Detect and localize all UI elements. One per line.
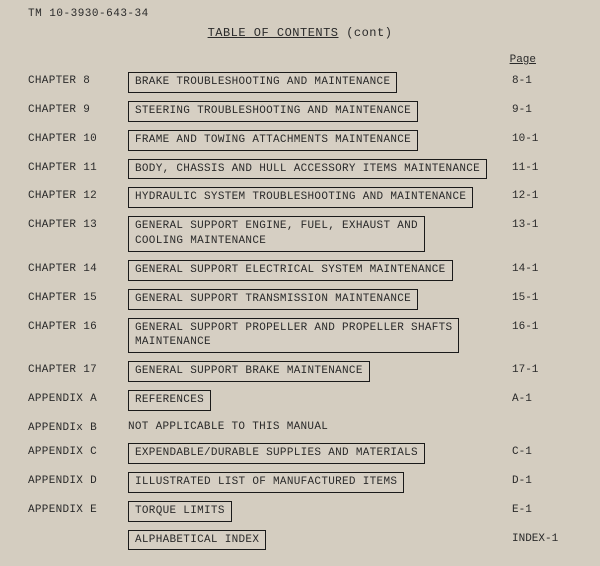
- page-number: A-1: [512, 390, 572, 405]
- boxed-description: GENERAL SUPPORT ELECTRICAL SYSTEM MAINTE…: [128, 260, 453, 281]
- toc-row: ALPHABETICAL INDEX INDEX-1: [28, 530, 572, 551]
- chapter-label: APPENDIx B: [28, 419, 128, 434]
- page-number: 15-1: [512, 289, 572, 304]
- description-cell: ILLUSTRATED LIST OF MANUFACTURED ITEMS: [128, 472, 512, 493]
- description-cell: GENERAL SUPPORT ENGINE, FUEL, EXHAUST AN…: [128, 216, 512, 252]
- description-cell: ALPHABETICAL INDEX: [128, 530, 512, 551]
- page-column-header: Page: [28, 54, 572, 66]
- page-number: [512, 419, 572, 422]
- description-cell: GENERAL SUPPORT BRAKE MAINTENANCE: [128, 361, 512, 382]
- toc-row: CHAPTER 10FRAME AND TOWING ATTACHMENTS M…: [28, 130, 572, 151]
- toc-row: APPENDIx BNOT APPLICABLE TO THIS MANUAL: [28, 419, 572, 435]
- chapter-label: CHAPTER 12: [28, 187, 128, 202]
- chapter-label: APPENDIX A: [28, 390, 128, 405]
- toc-row: CHAPTER 13GENERAL SUPPORT ENGINE, FUEL, …: [28, 216, 572, 252]
- description-cell: BODY, CHASSIS AND HULL ACCESSORY ITEMS M…: [128, 159, 512, 180]
- boxed-description: GENERAL SUPPORT BRAKE MAINTENANCE: [128, 361, 370, 382]
- toc-row: CHAPTER 9STEERING TROUBLESHOOTING AND MA…: [28, 101, 572, 122]
- toc-row: APPENDIX ETORQUE LIMITS E-1: [28, 501, 572, 522]
- title-suffix: (cont): [339, 26, 393, 40]
- page-number: INDEX-1: [512, 530, 572, 545]
- toc-page: TM 10-3930-643-34 TABLE OF CONTENTS (con…: [0, 0, 600, 566]
- description-cell: STEERING TROUBLESHOOTING AND MAINTENANCE: [128, 101, 512, 122]
- description-cell: NOT APPLICABLE TO THIS MANUAL: [128, 419, 512, 435]
- chapter-label: CHAPTER 13: [28, 216, 128, 231]
- toc-row: CHAPTER 11BODY, CHASSIS AND HULL ACCESSO…: [28, 159, 572, 180]
- description-cell: FRAME AND TOWING ATTACHMENTS MAINTENANCE: [128, 130, 512, 151]
- page-number: 11-1: [512, 159, 572, 174]
- page-number: 10-1: [512, 130, 572, 145]
- chapter-label: APPENDIX E: [28, 501, 128, 516]
- title-main: TABLE OF CONTENTS: [208, 26, 339, 40]
- page-number: 17-1: [512, 361, 572, 376]
- toc-row: CHAPTER 16GENERAL SUPPORT PROPELLER AND …: [28, 318, 572, 354]
- boxed-description: ALPHABETICAL INDEX: [128, 530, 266, 551]
- description-cell: HYDRAULIC SYSTEM TROUBLESHOOTING AND MAI…: [128, 187, 512, 208]
- page-number: E-1: [512, 501, 572, 516]
- chapter-label: CHAPTER 8: [28, 72, 128, 87]
- boxed-description: GENERAL SUPPORT ENGINE, FUEL, EXHAUST AN…: [128, 216, 425, 252]
- boxed-description: HYDRAULIC SYSTEM TROUBLESHOOTING AND MAI…: [128, 187, 473, 208]
- page-number: C-1: [512, 443, 572, 458]
- toc-row: CHAPTER 12HYDRAULIC SYSTEM TROUBLESHOOTI…: [28, 187, 572, 208]
- description-cell: GENERAL SUPPORT ELECTRICAL SYSTEM MAINTE…: [128, 260, 512, 281]
- chapter-label: APPENDIX C: [28, 443, 128, 458]
- description-text: NOT APPLICABLE TO THIS MANUAL: [128, 419, 328, 435]
- chapter-label: [28, 530, 128, 533]
- tm-number: TM 10-3930-643-34: [28, 8, 572, 20]
- toc-row: APPENDIX CEXPENDABLE/DURABLE SUPPLIES AN…: [28, 443, 572, 464]
- chapter-label: CHAPTER 11: [28, 159, 128, 174]
- page-title: TABLE OF CONTENTS (cont): [28, 26, 572, 40]
- toc-row: APPENDIX DILLUSTRATED LIST OF MANUFACTUR…: [28, 472, 572, 493]
- description-cell: GENERAL SUPPORT PROPELLER AND PROPELLER …: [128, 318, 512, 354]
- page-number: 8-1: [512, 72, 572, 87]
- toc-rows: CHAPTER 8BRAKE TROUBLESHOOTING AND MAINT…: [28, 72, 572, 550]
- description-cell: BRAKE TROUBLESHOOTING AND MAINTENANCE: [128, 72, 512, 93]
- description-cell: GENERAL SUPPORT TRANSMISSION MAINTENANCE: [128, 289, 512, 310]
- page-number: 13-1: [512, 216, 572, 231]
- page-number: D-1: [512, 472, 572, 487]
- boxed-description: REFERENCES: [128, 390, 211, 411]
- page-number: 9-1: [512, 101, 572, 116]
- description-cell: EXPENDABLE/DURABLE SUPPLIES AND MATERIAL…: [128, 443, 512, 464]
- chapter-label: CHAPTER 14: [28, 260, 128, 275]
- page-number: 12-1: [512, 187, 572, 202]
- chapter-label: CHAPTER 15: [28, 289, 128, 304]
- page-number: 14-1: [512, 260, 572, 275]
- boxed-description: BODY, CHASSIS AND HULL ACCESSORY ITEMS M…: [128, 159, 487, 180]
- chapter-label: APPENDIX D: [28, 472, 128, 487]
- boxed-description: TORQUE LIMITS: [128, 501, 232, 522]
- chapter-label: CHAPTER 9: [28, 101, 128, 116]
- boxed-description: STEERING TROUBLESHOOTING AND MAINTENANCE: [128, 101, 418, 122]
- toc-row: CHAPTER 15GENERAL SUPPORT TRANSMISSION M…: [28, 289, 572, 310]
- chapter-label: CHAPTER 10: [28, 130, 128, 145]
- chapter-label: CHAPTER 17: [28, 361, 128, 376]
- boxed-description: FRAME AND TOWING ATTACHMENTS MAINTENANCE: [128, 130, 418, 151]
- boxed-description: GENERAL SUPPORT PROPELLER AND PROPELLER …: [128, 318, 459, 354]
- boxed-description: BRAKE TROUBLESHOOTING AND MAINTENANCE: [128, 72, 397, 93]
- toc-row: CHAPTER 17GENERAL SUPPORT BRAKE MAINTENA…: [28, 361, 572, 382]
- boxed-description: EXPENDABLE/DURABLE SUPPLIES AND MATERIAL…: [128, 443, 425, 464]
- page-number: 16-1: [512, 318, 572, 333]
- description-cell: REFERENCES: [128, 390, 512, 411]
- toc-row: CHAPTER 14GENERAL SUPPORT ELECTRICAL SYS…: [28, 260, 572, 281]
- description-cell: TORQUE LIMITS: [128, 501, 512, 522]
- boxed-description: ILLUSTRATED LIST OF MANUFACTURED ITEMS: [128, 472, 404, 493]
- toc-row: CHAPTER 8BRAKE TROUBLESHOOTING AND MAINT…: [28, 72, 572, 93]
- toc-row: APPENDIX AREFERENCES A-1: [28, 390, 572, 411]
- boxed-description: GENERAL SUPPORT TRANSMISSION MAINTENANCE: [128, 289, 418, 310]
- chapter-label: CHAPTER 16: [28, 318, 128, 333]
